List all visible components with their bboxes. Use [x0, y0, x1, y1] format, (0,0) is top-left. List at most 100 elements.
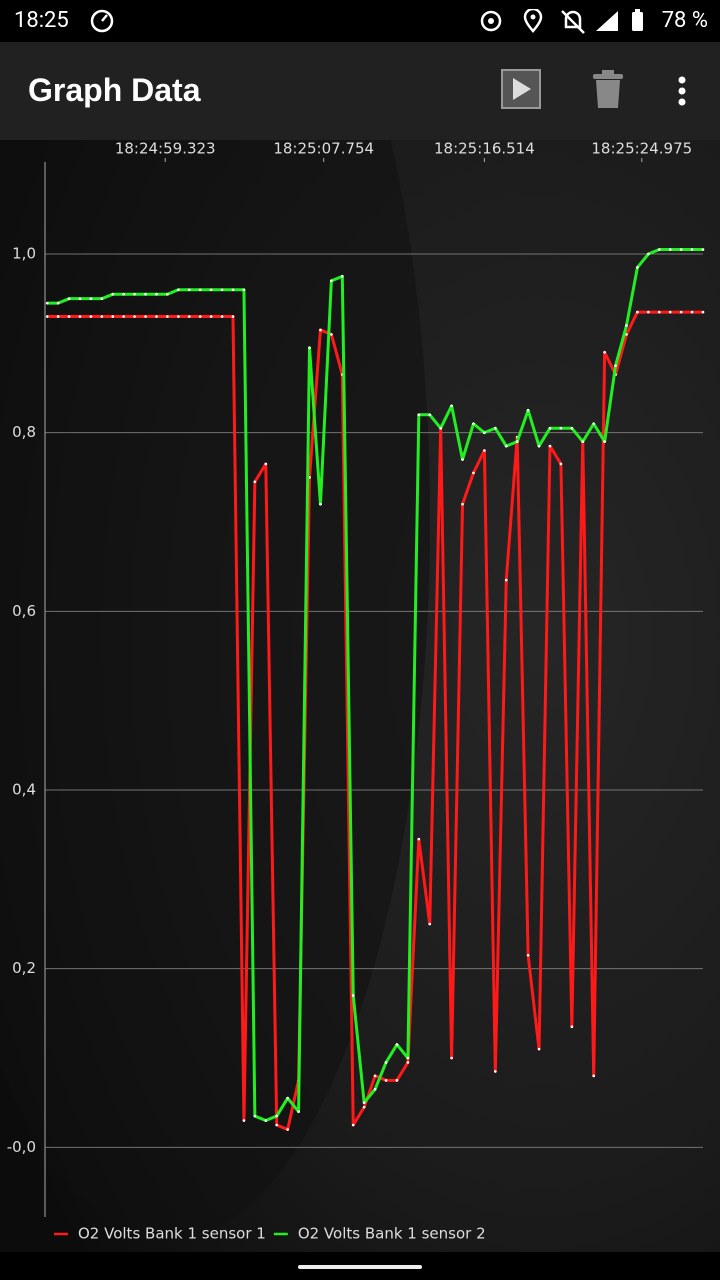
data-point	[690, 310, 694, 314]
data-point	[603, 440, 606, 443]
data-point	[111, 315, 115, 318]
data-point	[209, 288, 213, 292]
data-point	[570, 1025, 574, 1029]
x-tick-label: 18:25:16.514	[434, 140, 535, 158]
data-point	[483, 449, 486, 452]
more-button[interactable]	[670, 74, 694, 108]
data-point	[472, 422, 475, 426]
data-point	[45, 315, 49, 318]
data-point	[67, 297, 71, 300]
data-point	[395, 1079, 399, 1082]
data-point	[133, 292, 136, 296]
data-point	[668, 310, 672, 314]
data-point	[67, 315, 71, 318]
y-tick-label: 1,0	[12, 245, 36, 263]
data-point	[647, 310, 650, 314]
data-point	[679, 248, 683, 251]
data-point	[461, 502, 464, 506]
y-tick-label: 0,6	[12, 602, 36, 620]
data-point	[548, 426, 552, 430]
data-point	[177, 288, 180, 292]
app-title: Graph Data	[28, 72, 201, 108]
data-point	[242, 288, 246, 292]
data-point	[701, 248, 705, 251]
status-icon	[90, 9, 114, 33]
data-point	[177, 315, 180, 318]
y-tick-label: 0,8	[12, 423, 36, 441]
data-point	[253, 1114, 257, 1118]
data-point	[56, 301, 60, 305]
data-point	[155, 292, 158, 296]
y-tick-label: 0,4	[12, 780, 36, 798]
data-point	[450, 404, 453, 408]
data-point	[100, 315, 104, 318]
data-point	[275, 1114, 279, 1118]
data-point	[592, 422, 595, 426]
data-point	[679, 310, 683, 314]
data-point	[657, 310, 661, 314]
data-point	[526, 409, 530, 412]
data-point	[220, 315, 224, 318]
data-point	[373, 1087, 377, 1091]
data-point	[286, 1096, 289, 1100]
data-point	[690, 248, 694, 251]
data-point	[144, 315, 147, 318]
data-point	[636, 310, 639, 314]
status-icons	[480, 9, 618, 34]
data-point	[537, 444, 541, 448]
data-point	[472, 471, 475, 475]
nav-handle	[298, 1265, 422, 1269]
data-point	[494, 1070, 497, 1073]
data-point	[395, 1043, 399, 1046]
data-point	[559, 462, 563, 466]
data-point	[362, 1105, 366, 1109]
delete-button[interactable]	[590, 68, 626, 112]
data-point	[56, 315, 60, 318]
data-point	[647, 252, 650, 256]
data-point	[275, 1123, 279, 1127]
data-point	[198, 288, 202, 292]
chart: -0,0 0,2 0,4 0,6 0,8 1,0 18:24:59.323 18:25:07.…	[0, 140, 720, 1252]
data-point	[603, 350, 606, 354]
data-point	[187, 288, 191, 292]
data-point	[111, 292, 115, 296]
data-point	[570, 426, 574, 430]
data-point	[559, 426, 563, 430]
data-point	[89, 315, 93, 318]
data-point	[144, 292, 147, 296]
data-point	[428, 413, 432, 417]
data-point	[319, 328, 322, 332]
data-point	[362, 1101, 366, 1104]
data-point	[701, 310, 705, 314]
data-point	[133, 315, 136, 318]
data-point	[417, 413, 421, 417]
data-point	[668, 248, 672, 251]
background-shade	[0, 140, 430, 1240]
data-point	[122, 292, 125, 296]
play-button[interactable]	[500, 68, 542, 110]
data-point	[231, 288, 235, 292]
data-point	[297, 1110, 300, 1113]
data-point	[406, 1056, 410, 1060]
data-point	[592, 1074, 595, 1078]
data-point	[625, 333, 628, 336]
y-tick-label: -0,0	[7, 1138, 36, 1156]
data-point	[504, 444, 508, 448]
data-point	[231, 315, 235, 318]
data-point	[341, 275, 344, 278]
app-bar: Graph Data	[0, 42, 720, 140]
data-point	[384, 1079, 388, 1082]
data-point	[548, 444, 552, 448]
data-point	[515, 440, 519, 443]
data-point	[166, 292, 169, 296]
data-point	[351, 1123, 355, 1127]
data-point	[45, 301, 49, 305]
x-tick-label: 18:25:24.975	[591, 140, 692, 158]
data-point	[494, 426, 497, 430]
data-point	[187, 315, 191, 318]
x-tick-label: 18:25:07.754	[273, 140, 374, 158]
data-point	[614, 364, 617, 367]
data-point	[406, 1061, 410, 1064]
data-point	[220, 288, 224, 292]
data-point	[78, 297, 82, 300]
